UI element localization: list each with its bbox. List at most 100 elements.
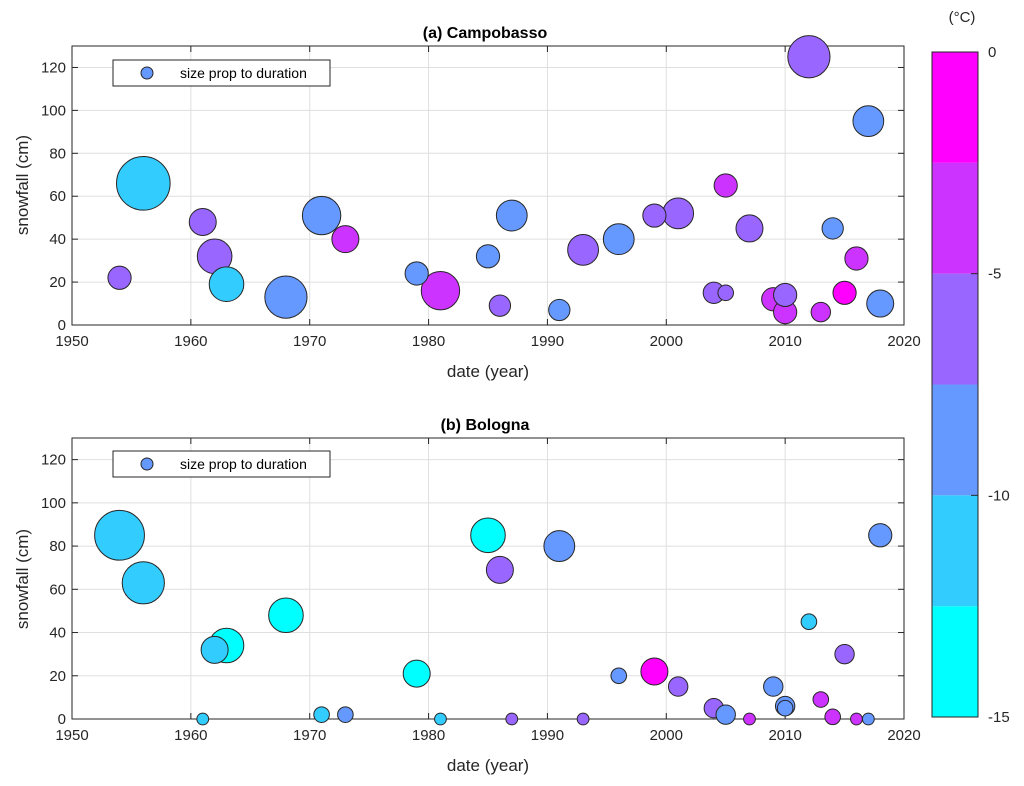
x-tick-label: 2020 <box>887 333 920 350</box>
x-tick-label: 1960 <box>174 333 207 350</box>
y-tick-label: 20 <box>49 274 66 291</box>
colorbar-level <box>932 495 978 607</box>
data-point <box>264 275 308 319</box>
data-point <box>821 217 844 240</box>
data-point <box>313 706 330 723</box>
data-point <box>662 197 695 230</box>
panel-b-title: (b) Bologna <box>441 417 530 434</box>
x-tick-label: 2010 <box>768 727 801 744</box>
panel-b-legend-label: size prop to duration <box>180 456 307 472</box>
data-point <box>337 706 354 723</box>
y-tick-label: 120 <box>41 59 66 76</box>
x-tick-label: 2000 <box>650 333 683 350</box>
data-point <box>640 657 669 686</box>
panel-a-axes-box <box>71 45 905 326</box>
panel-b-x-label: date (year) <box>447 756 529 775</box>
data-point <box>810 301 831 323</box>
colorbar-levels <box>932 52 978 717</box>
data-point <box>642 203 667 228</box>
x-tick-label: 1950 <box>55 727 88 744</box>
data-point <box>743 712 756 726</box>
data-point <box>200 635 229 664</box>
y-tick-label: 60 <box>49 188 66 205</box>
data-point <box>485 555 514 584</box>
panel-a-y-ticks: 0 20 40 60 80 100 120 <box>41 59 904 334</box>
data-point <box>475 244 501 269</box>
data-point <box>812 691 830 708</box>
colorbar-tick-label: -15 <box>988 709 1010 726</box>
x-tick-label: 1970 <box>293 333 326 350</box>
panel-bologna: (b) Bologna 1950 1960 1970 1980 1990 2000 2010… <box>13 417 921 775</box>
panel-a-legend-label: size prop to duration <box>180 65 307 81</box>
data-point <box>402 659 431 688</box>
panel-b-legend: size prop to duration <box>112 450 331 478</box>
panel-a-y-label: snowfall (cm) <box>13 135 32 235</box>
data-point <box>861 712 875 726</box>
x-tick-label: 2020 <box>887 727 920 744</box>
data-point <box>420 270 461 311</box>
data-point <box>488 294 512 317</box>
panel-a-legend-marker <box>140 66 154 80</box>
data-point <box>576 712 590 726</box>
data-point <box>188 207 217 236</box>
panel-b-y-ticks: 0 20 40 60 80 100 120 <box>41 452 904 728</box>
colorbar-unit-label: (°C) <box>949 9 976 26</box>
colorbar-tick-label: -5 <box>988 266 1001 283</box>
data-point <box>824 708 841 726</box>
colorbar-tick-label: 0 <box>988 44 996 61</box>
colorbar-level <box>932 52 978 163</box>
data-point <box>773 282 798 308</box>
panel-b-axes-box <box>71 437 905 720</box>
data-point <box>776 699 794 717</box>
y-tick-label: 100 <box>41 102 66 119</box>
x-tick-label: 1970 <box>293 727 326 744</box>
colorbar-level <box>932 606 978 717</box>
x-tick-label: 2000 <box>650 727 683 744</box>
x-tick-label: 1990 <box>531 333 564 350</box>
data-point <box>208 266 245 303</box>
y-tick-label: 0 <box>58 711 66 728</box>
panel-campobasso: (a) Campobasso 1950 1960 1970 1980 1990 2000 2… <box>13 25 921 381</box>
panel-b-points <box>94 509 893 726</box>
data-point <box>850 712 863 726</box>
data-point <box>495 199 528 232</box>
data-point <box>505 712 519 726</box>
x-tick-label: 1980 <box>412 727 445 744</box>
y-tick-label: 80 <box>49 145 66 162</box>
data-point <box>852 105 885 138</box>
panel-a-x-label: date (year) <box>447 362 529 381</box>
colorbar-level <box>932 273 978 385</box>
data-point <box>107 265 132 290</box>
panel-b-legend-box <box>112 450 331 478</box>
data-point <box>121 561 165 605</box>
y-tick-label: 40 <box>49 231 66 248</box>
data-point <box>713 173 738 198</box>
y-tick-label: 100 <box>41 495 66 512</box>
data-point <box>116 156 171 211</box>
colorbar: (°C) 0 -5 -10 -15 <box>931 9 1010 726</box>
panel-b-legend-marker <box>140 457 154 471</box>
data-point <box>404 261 429 286</box>
y-tick-label: 80 <box>49 538 66 555</box>
panel-b-x-ticks: 1950 1960 1970 1980 1990 2000 2010 2020 <box>55 438 921 744</box>
data-point <box>602 223 635 256</box>
panel-a-legend: size prop to duration <box>112 59 331 87</box>
data-point <box>543 530 576 562</box>
panel-a-title: (a) Campobasso <box>423 25 548 42</box>
colorbar-ticks: 0 -5 -10 -15 <box>971 44 1010 726</box>
panel-a-points <box>107 35 895 325</box>
data-point <box>667 676 689 697</box>
y-tick-label: 20 <box>49 668 66 685</box>
data-point <box>434 712 447 726</box>
data-point <box>548 298 571 322</box>
x-tick-label: 2010 <box>768 333 801 350</box>
colorbar-tick-label: -10 <box>988 487 1010 504</box>
data-point <box>610 667 628 685</box>
data-point <box>787 35 831 79</box>
panel-b-y-label: snowfall (cm) <box>13 529 32 629</box>
data-point <box>94 509 145 561</box>
data-point <box>868 523 893 548</box>
colorbar-outline <box>931 51 979 718</box>
y-tick-label: 120 <box>41 452 66 469</box>
